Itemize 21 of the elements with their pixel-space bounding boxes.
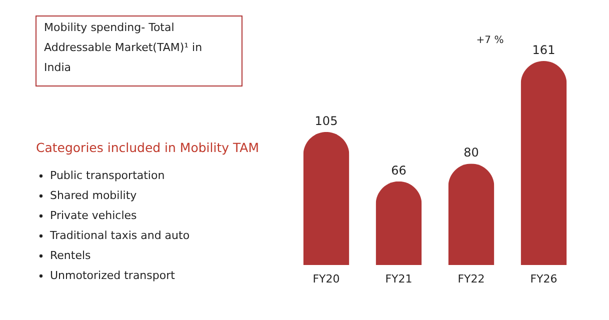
x-tick-label: FY22 [458, 272, 485, 286]
data-label: 105 [314, 114, 338, 128]
text: Private vehicles [50, 209, 138, 222]
bar [303, 132, 350, 265]
x-tick-label: FY26 [530, 272, 558, 286]
text: Mobility spending- Total Addressable Market(TAM)¹ in India [44, 21, 202, 74]
bar [376, 181, 422, 265]
data-label: 161 [532, 43, 556, 57]
text: Rentels [50, 249, 92, 262]
text: Shared mobility [50, 189, 138, 202]
text: Categories included in Mobility TAM [36, 140, 259, 155]
x-tick-label: FY20 [312, 272, 340, 286]
text: +7 % [476, 35, 504, 46]
text: Unmotorized transport [50, 269, 176, 282]
x-tick-label: FY21 [385, 272, 412, 286]
data-label: 66 [391, 163, 406, 178]
text: Public transportation [50, 169, 165, 182]
bar [520, 61, 567, 265]
bar [448, 164, 494, 265]
text: Traditional taxis and auto [49, 229, 190, 242]
data-label: 80 [464, 146, 479, 160]
